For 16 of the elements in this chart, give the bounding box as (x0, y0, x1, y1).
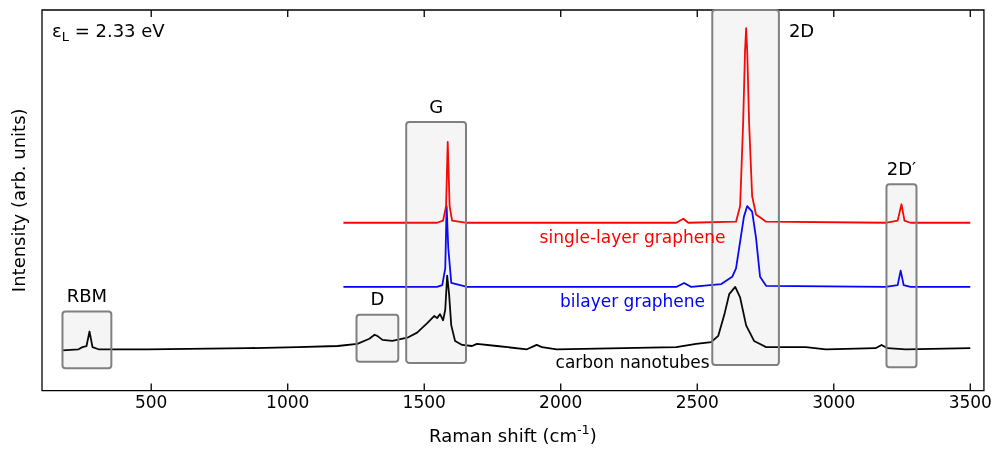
band-label: RBM (66, 285, 108, 307)
x-tick-label: 500 (134, 392, 168, 413)
y-axis-title: Intensity (arb. units) (7, 108, 29, 293)
x-tick-label: 3500 (948, 392, 992, 413)
band-label: 2D′ (886, 157, 917, 179)
band-label: D (370, 288, 385, 310)
band-label: 2D (788, 19, 815, 41)
band-label: G (429, 95, 444, 117)
series-label: carbon nanotubes (555, 351, 710, 372)
x-tick-label: 1500 (402, 392, 446, 413)
x-tick-label: 3000 (812, 392, 856, 413)
series-label: single-layer graphene (539, 227, 726, 248)
x-tick-label: 2500 (675, 392, 719, 413)
x-tick-label: 1000 (266, 392, 310, 413)
x-tick-label: 2000 (539, 392, 583, 413)
series-label: bilayer graphene (560, 291, 706, 312)
